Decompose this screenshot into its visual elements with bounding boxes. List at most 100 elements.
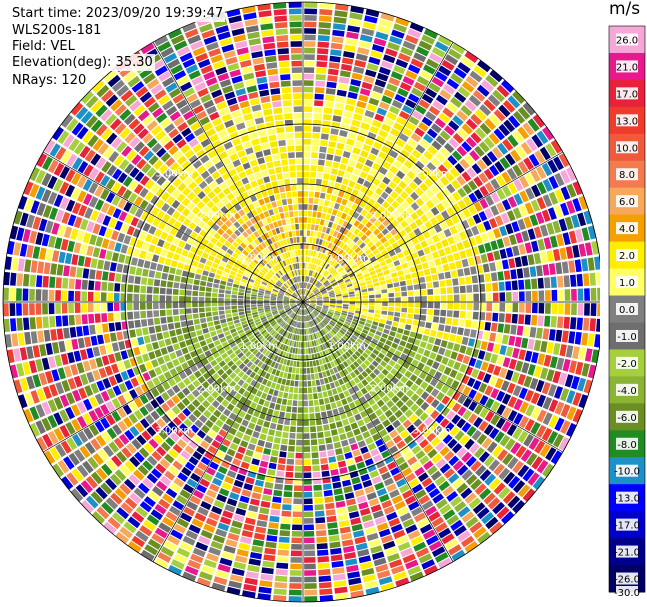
velocity-gate [360, 186, 368, 194]
velocity-gate [383, 269, 390, 276]
velocity-gate [450, 519, 463, 532]
velocity-gate [309, 277, 313, 283]
velocity-gate [338, 318, 345, 323]
velocity-gate [382, 302, 388, 307]
velocity-gate [457, 327, 464, 336]
velocity-gate [398, 414, 408, 424]
velocity-gate [76, 326, 83, 337]
velocity-gate [536, 394, 547, 408]
velocity-gate [312, 326, 317, 333]
velocity-gate [510, 269, 517, 280]
velocity-gate [411, 506, 423, 517]
velocity-gate [545, 143, 557, 157]
velocity-gate [452, 318, 459, 326]
velocity-gate [303, 297, 309, 302]
velocity-gate [374, 313, 381, 318]
velocity-gate [336, 277, 343, 282]
velocity-gate [311, 327, 315, 333]
velocity-gate [154, 246, 162, 255]
velocity-gate [477, 531, 491, 544]
velocity-gate [566, 390, 576, 404]
velocity-gate [426, 315, 433, 322]
velocity-gate [405, 206, 415, 215]
velocity-gate [399, 82, 412, 92]
velocity-gate [397, 358, 405, 366]
velocity-gate [207, 321, 214, 327]
velocity-gate [471, 246, 480, 256]
velocity-gate [304, 589, 318, 596]
velocity-gate [313, 484, 322, 491]
velocity-gate [303, 446, 311, 452]
velocity-gate [469, 70, 483, 83]
velocity-gate [337, 427, 345, 435]
velocity-gate [305, 276, 307, 282]
velocity-gate [439, 280, 446, 287]
velocity-gate [306, 243, 309, 250]
velocity-gate [483, 373, 492, 384]
velocity-gate [405, 196, 414, 205]
velocity-gate [447, 302, 453, 310]
velocity-gate [303, 171, 310, 178]
velocity-gate [423, 268, 431, 276]
velocity-gate [305, 309, 307, 315]
velocity-gate [330, 338, 336, 345]
velocity-gate [512, 347, 520, 359]
velocity-gate [137, 336, 145, 346]
velocity-gate [325, 284, 332, 289]
velocity-gate [340, 384, 347, 392]
velocity-gate [386, 195, 395, 204]
velocity-gate [337, 320, 344, 325]
velocity-gate [292, 511, 303, 518]
velocity-gate [577, 303, 584, 316]
velocity-gate [372, 85, 384, 94]
velocity-gate [313, 204, 318, 211]
velocity-gate [434, 295, 440, 302]
velocity-gate [367, 356, 374, 363]
velocity-gate [401, 291, 408, 297]
velocity-gate [312, 126, 321, 133]
velocity-gate [290, 557, 302, 563]
velocity-gate [479, 469, 492, 482]
velocity-gate [517, 106, 531, 120]
velocity-gate [94, 302, 101, 312]
velocity-gate [19, 347, 28, 361]
velocity-gate [348, 85, 360, 93]
velocity-gate [75, 279, 82, 290]
velocity-gate [373, 202, 381, 210]
velocity-gate [310, 302, 316, 304]
velocity-gate [342, 308, 349, 312]
velocity-gate [340, 212, 347, 220]
velocity-gate [349, 296, 356, 300]
velocity-gate [89, 324, 96, 335]
velocity-gate [303, 518, 314, 524]
velocity-gate [316, 303, 323, 305]
velocity-gate [344, 492, 355, 500]
velocity-gate [484, 410, 495, 422]
velocity-gate [309, 184, 315, 191]
velocity-gate [309, 237, 313, 243]
velocity-gate [180, 276, 188, 283]
velocity-gate [495, 175, 506, 187]
velocity-gate [468, 94, 482, 107]
velocity-gate [335, 421, 343, 428]
velocity-gate [446, 514, 460, 526]
velocity-gate [309, 314, 313, 320]
velocity-gate [268, 462, 277, 470]
velocity-gate [333, 315, 339, 320]
velocity-gate [339, 316, 346, 321]
velocity-gate [440, 256, 448, 264]
velocity-gate [367, 316, 374, 321]
velocity-gate [275, 383, 281, 391]
velocity-gate [307, 315, 310, 321]
velocity-gate [313, 113, 322, 120]
velocity-gate [385, 424, 395, 433]
velocity-gate [378, 66, 391, 76]
velocity-gate [330, 279, 336, 284]
velocity-gate [596, 272, 600, 286]
velocity-gate [198, 307, 205, 313]
velocity-gate [151, 236, 159, 245]
velocity-gate [321, 290, 327, 294]
velocity-gate [30, 331, 38, 344]
velocity-gate [192, 296, 198, 302]
velocity-gate [160, 248, 168, 257]
